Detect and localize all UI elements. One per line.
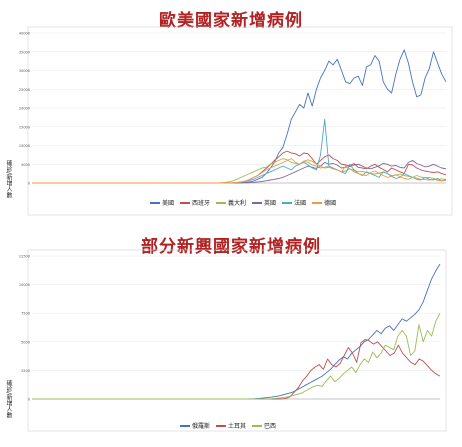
chart-title-western: 歐美國家新增病例: [159, 11, 303, 31]
series-line-巴西: [32, 312, 441, 400]
legend-item: 義大利: [216, 198, 246, 207]
legend-label: 俄羅斯: [192, 423, 211, 430]
y-tick-label: 0: [28, 182, 30, 186]
legend-item: 美國: [150, 198, 174, 207]
legend-label: 土耳其: [228, 423, 247, 430]
legend-label: 義大利: [228, 200, 247, 207]
y-axis-label-emerging: 確診/新增人數: [5, 380, 12, 419]
legend-swatch: [252, 201, 263, 204]
y-tick-label: 15000: [19, 125, 30, 129]
y-tick-label: 7500: [21, 312, 30, 316]
y-tick-label: 12500: [19, 255, 30, 259]
series-line-德國: [32, 158, 447, 184]
legend-swatch: [312, 201, 323, 204]
y-tick-label: 10000: [19, 144, 30, 148]
y-tick-label: 5000: [21, 163, 30, 167]
legend-item: 英國: [252, 198, 276, 207]
legend-label: 英國: [264, 200, 277, 207]
chart-title-emerging: 部分新興國家新增病例: [141, 237, 321, 257]
legend-item: 土耳其: [216, 421, 246, 430]
legend-swatch: [180, 424, 190, 427]
legend-item: 俄羅斯: [180, 421, 210, 430]
legend-item: 西班牙: [180, 198, 210, 207]
legend-item: 法國: [282, 198, 306, 207]
legend-swatch: [180, 201, 191, 204]
legend-swatch: [252, 424, 263, 427]
legend-swatch: [282, 201, 293, 204]
legend-western: 美國 西班牙 義大利 英國 法國 德國: [150, 198, 336, 207]
series-line-土耳其: [32, 339, 441, 400]
y-tick-label: 30000: [19, 69, 30, 73]
series-line-美國: [32, 49, 447, 184]
legend-swatch: [216, 424, 227, 427]
legend-label: 巴西: [264, 423, 277, 430]
y-tick-label: 2500: [21, 369, 30, 373]
legend-item: 巴西: [252, 421, 276, 430]
legend-label: 西班牙: [192, 200, 211, 207]
legend-swatch: [150, 201, 160, 204]
legend-label: 法國: [294, 200, 307, 207]
series-line-法國: [32, 118, 447, 184]
y-tick-label: 20000: [19, 107, 30, 111]
y-tick-label: 25000: [19, 88, 30, 92]
series-line-義大利: [32, 158, 447, 184]
y-tick-label: 5000: [21, 340, 30, 344]
y-tick-label: 35000: [19, 50, 30, 54]
legend-label: 德國: [324, 200, 337, 207]
series-line-俄羅斯: [32, 263, 441, 400]
legend-label: 美國: [162, 200, 175, 207]
legend-emerging: 俄羅斯 土耳其 巴西: [180, 421, 276, 430]
y-tick-label: 10000: [19, 283, 30, 287]
y-tick-label: 40000: [19, 32, 30, 36]
chart-frame: [27, 249, 447, 432]
y-tick-label: 0: [28, 398, 30, 402]
legend-item: 德國: [312, 198, 336, 207]
chart-frame: [27, 26, 453, 216]
y-axis-label-western: 確診/新增人數: [5, 160, 12, 199]
legend-swatch: [216, 201, 227, 204]
